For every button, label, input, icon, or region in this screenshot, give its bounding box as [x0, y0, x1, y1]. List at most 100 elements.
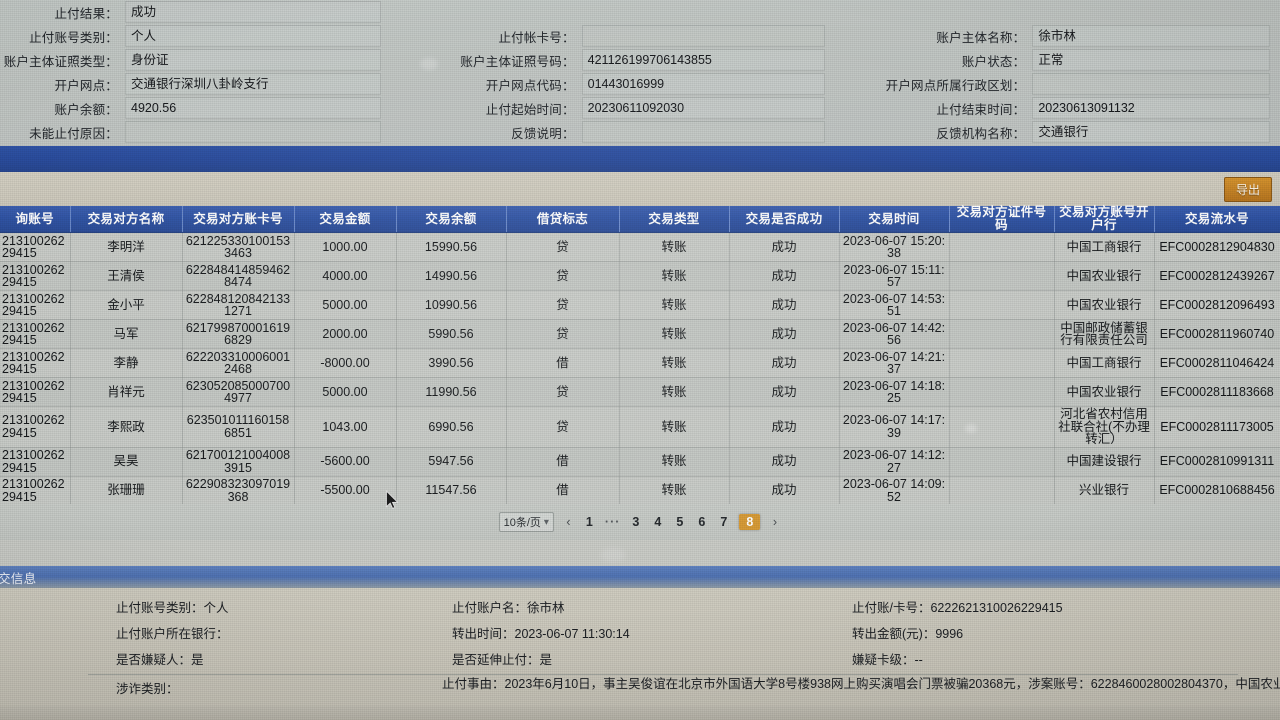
col-header-type[interactable]: 交易类型: [619, 206, 730, 233]
cell-counterparty-id: [949, 377, 1055, 407]
page-number-5[interactable]: 5: [676, 515, 684, 529]
table-row[interactable]: 21310026229415 马军 6217998700016196829 2000.…: [0, 319, 1280, 349]
value-branch-code[interactable]: 01443016999: [581, 73, 826, 95]
value-branch[interactable]: 交通银行深圳八卦岭支行: [125, 73, 381, 95]
value-feedback-note[interactable]: [581, 121, 826, 143]
prev-page-button[interactable]: ‹: [566, 515, 571, 529]
col-header-account[interactable]: 询账号: [0, 206, 71, 233]
case-field-transfer-amount: 转出金额(元)：9996: [852, 627, 964, 641]
page-number-7[interactable]: 7: [720, 515, 728, 529]
label-account-status: 账户状态：: [961, 54, 1026, 69]
page-number-1[interactable]: 1: [585, 515, 593, 529]
cell-type: 转账: [619, 377, 730, 407]
field-row-account-status: 账户状态： 正常: [853, 48, 1280, 72]
table-row[interactable]: 21310026229415 李静 6222033100060012468 -8000…: [0, 348, 1280, 378]
value-end-time[interactable]: 20230613091132: [1032, 97, 1270, 119]
label-start-time: 止付起始时间：: [485, 102, 575, 117]
value-start-time[interactable]: 20230611092030: [581, 97, 826, 119]
next-page-button[interactable]: ›: [772, 515, 777, 529]
col-header-counterparty-id[interactable]: 交易对方证件号码: [949, 206, 1055, 233]
col-header-debit-credit[interactable]: 借贷标志: [506, 206, 620, 233]
value-account-category[interactable]: 个人: [125, 25, 381, 47]
value-id-type[interactable]: 身份证: [125, 49, 381, 71]
cell-time: 2023-06-07 14:21:37: [839, 348, 950, 378]
case-info-section-title: 交信息: [0, 571, 37, 586]
cell-balance: 14990.56: [396, 261, 507, 291]
cell-debit-credit: 贷: [506, 290, 620, 320]
case-field-account-name: 止付账户名：徐市林: [452, 601, 565, 615]
field-row-spacer-2: [427, 0, 854, 24]
cell-counterparty-name: 王清侯: [70, 261, 183, 291]
cell-time: 2023-06-07 15:20:38: [839, 232, 950, 262]
cell-serial: EFC0002812439267: [1154, 261, 1280, 291]
cell-debit-credit: 贷: [506, 406, 620, 448]
col-header-counterparty-card[interactable]: 交易对方账卡号: [182, 206, 295, 233]
case-field-is-suspect: 是否嫌疑人：是: [116, 653, 204, 667]
cell-counterparty-card: 6230520850007004977: [182, 377, 295, 407]
table-row[interactable]: 21310026229415 肖祥元 6230520850007004977 5000…: [0, 377, 1280, 407]
cell-debit-credit: 借: [506, 447, 620, 477]
field-row-branch: 开户网点： 交通银行深圳八卦岭支行: [0, 72, 427, 96]
cell-debit-credit: 贷: [506, 261, 620, 291]
page-number-4[interactable]: 4: [654, 515, 662, 529]
col-header-serial[interactable]: 交易流水号: [1154, 206, 1280, 233]
transaction-table-container[interactable]: 询账号 交易对方名称 交易对方账卡号 交易金额 交易余额 借贷标志 交易类型 交…: [0, 206, 1280, 535]
cell-account: 21310026229415: [0, 261, 71, 291]
case-info-panel: 止付账号类别：个人 止付账户所在银行： 是否嫌疑人：是 止付账户名：徐市林 转出…: [0, 588, 1280, 720]
transaction-table-body: 21310026229415 李明洋 6212253301001533463 1000…: [0, 232, 1280, 535]
cell-type: 转账: [619, 319, 730, 349]
cell-counterparty-id: [949, 261, 1055, 291]
cell-debit-credit: 贷: [506, 377, 620, 407]
cell-type: 转账: [619, 348, 730, 378]
table-row[interactable]: 21310026229415 张珊珊 622908323097019368 -5500…: [0, 476, 1280, 506]
cell-balance: 3990.56: [396, 348, 507, 378]
value-fail-reason[interactable]: [125, 121, 381, 143]
cell-balance: 10990.56: [396, 290, 507, 320]
value-holder-name[interactable]: 徐市林: [1032, 25, 1270, 47]
section-divider-band: [0, 146, 1280, 172]
value-branch-region[interactable]: [1032, 73, 1270, 95]
case-info-column-3: 止付账/卡号：6222621310026229415 转出金额(元)：9996 …: [840, 588, 1280, 674]
table-row[interactable]: 21310026229415 王清侯 6228484148594628474 4000…: [0, 261, 1280, 291]
table-row[interactable]: 21310026229415 金小平 6228481208421331271 5000…: [0, 290, 1280, 320]
field-row-account-category: 止付账号类别： 个人: [0, 24, 427, 48]
cell-account: 21310026229415: [0, 232, 71, 262]
field-row-holder-name: 账户主体名称： 徐市林: [853, 24, 1280, 48]
cell-amount: -8000.00: [294, 348, 397, 378]
col-header-balance[interactable]: 交易余额: [396, 206, 507, 233]
cell-counterparty-name: 张珊珊: [70, 476, 183, 506]
label-fail-reason: 未能止付原因：: [29, 126, 118, 141]
value-id-number[interactable]: 421126199706143855: [581, 49, 826, 71]
col-header-counterparty-name[interactable]: 交易对方名称: [70, 206, 183, 233]
value-balance[interactable]: 4920.56: [125, 97, 381, 119]
page-number-6[interactable]: 6: [698, 515, 706, 529]
cell-amount: -5500.00: [294, 476, 397, 506]
table-row[interactable]: 21310026229415 李熙政 6235010111601586851 1043…: [0, 406, 1280, 448]
table-row[interactable]: 21310026229415 吴昊 6217001210040083915 -5600…: [0, 447, 1280, 477]
export-button[interactable]: 导出: [1223, 177, 1272, 202]
cell-amount: 5000.00: [294, 290, 397, 320]
cell-counterparty-id: [949, 290, 1055, 320]
page-size-select[interactable]: 10条/页 ▾: [498, 512, 554, 532]
field-row-feedback-note: 反馈说明：: [427, 120, 854, 144]
cell-counterparty-bank: 中国工商银行: [1054, 232, 1155, 262]
field-row-end-time: 止付结束时间： 20230613091132: [853, 96, 1280, 120]
cell-account: 21310026229415: [0, 406, 71, 448]
value-account-status[interactable]: 正常: [1032, 49, 1270, 71]
cell-serial: EFC0002812904830: [1154, 232, 1280, 262]
value-stop-result[interactable]: 成功: [125, 1, 381, 23]
col-header-counterparty-bank[interactable]: 交易对方账号开户行: [1054, 206, 1155, 233]
case-info-divider: [88, 674, 1238, 675]
value-feedback-org[interactable]: 交通银行: [1032, 121, 1270, 143]
col-header-time[interactable]: 交易时间: [839, 206, 950, 233]
table-row[interactable]: 21310026229415 李明洋 6212253301001533463 1000…: [0, 232, 1280, 262]
cell-counterparty-bank: 中国建设银行: [1054, 447, 1155, 477]
cell-counterparty-card: 622908323097019368: [182, 476, 295, 506]
col-header-amount[interactable]: 交易金额: [294, 206, 397, 233]
value-stop-card-no[interactable]: [581, 25, 826, 47]
col-header-success[interactable]: 交易是否成功: [729, 206, 840, 233]
label-stop-result: 止付结果：: [54, 6, 118, 21]
page-number-8[interactable]: 8: [739, 514, 761, 530]
page-number-3[interactable]: 3: [632, 515, 640, 529]
cell-success: 成功: [729, 319, 840, 349]
